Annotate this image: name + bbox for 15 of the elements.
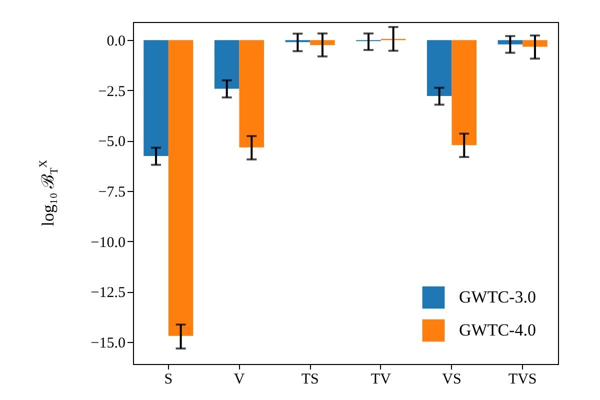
y-tick-label: −12.5	[90, 285, 126, 302]
x-tick-label: S	[164, 372, 173, 388]
legend-label: GWTC-3.0	[459, 288, 536, 306]
x-tick-label: VS	[442, 372, 462, 388]
x-tick-label: TVS	[508, 372, 537, 388]
y-tick-label: 0.0	[106, 34, 126, 50]
y-tick-label: −7.5	[98, 184, 126, 200]
x-tick-label: TS	[301, 372, 319, 388]
y-tick-label: −15.0	[90, 335, 126, 352]
y-tick-label: −5.0	[98, 134, 126, 150]
legend-label: GWTC-4.0	[459, 320, 536, 340]
y-tick-label: −10.0	[90, 234, 126, 251]
y-tick-label: −2.5	[98, 84, 126, 100]
x-tick-label: TV	[370, 372, 392, 388]
x-tick-label: V	[234, 372, 245, 388]
